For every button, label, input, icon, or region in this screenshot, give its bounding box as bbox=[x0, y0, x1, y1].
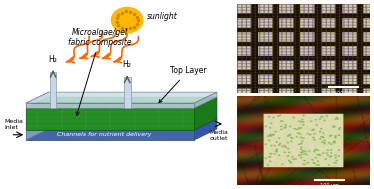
Polygon shape bbox=[26, 92, 217, 103]
Bar bbox=[124, 77, 131, 108]
Text: Microalgae/gel
fabric composite: Microalgae/gel fabric composite bbox=[68, 28, 132, 115]
Polygon shape bbox=[194, 92, 217, 108]
Polygon shape bbox=[26, 130, 194, 140]
Polygon shape bbox=[26, 92, 49, 140]
Polygon shape bbox=[26, 108, 194, 130]
Polygon shape bbox=[26, 119, 217, 130]
Bar bbox=[50, 72, 56, 108]
Polygon shape bbox=[26, 103, 194, 108]
Text: Channels for nutrient delivery: Channels for nutrient delivery bbox=[58, 132, 152, 137]
Text: Media
inlet: Media inlet bbox=[5, 119, 24, 130]
Text: sunlight: sunlight bbox=[147, 12, 178, 21]
Text: 500 μm: 500 μm bbox=[334, 91, 353, 96]
Text: 100 μm: 100 μm bbox=[321, 183, 339, 188]
Text: H₂: H₂ bbox=[49, 55, 58, 64]
Polygon shape bbox=[194, 119, 217, 140]
Polygon shape bbox=[26, 97, 217, 108]
Circle shape bbox=[111, 7, 143, 33]
Text: H₂: H₂ bbox=[123, 60, 132, 69]
Text: Media
outlet: Media outlet bbox=[210, 130, 229, 141]
Text: Top Layer: Top Layer bbox=[159, 66, 206, 103]
Polygon shape bbox=[194, 97, 217, 130]
